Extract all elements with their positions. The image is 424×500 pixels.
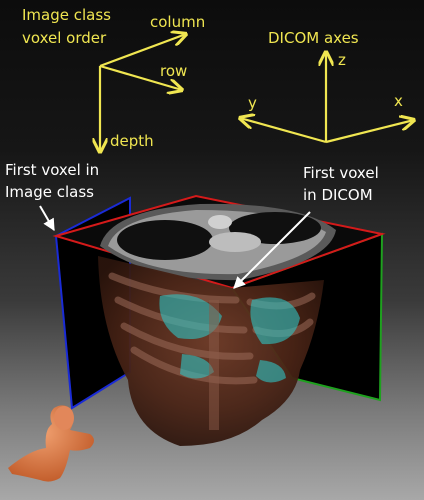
row-arrow — [99, 64, 182, 90]
y-arrow — [240, 118, 327, 144]
column-label: column — [150, 13, 206, 31]
first-voxel-image-label-line1: First voxel in — [5, 161, 100, 179]
depth-label: depth — [110, 132, 154, 150]
dicom-axes-label: DICOM axes — [268, 29, 359, 47]
first-voxel-dicom-pointer — [233, 211, 311, 289]
first-voxel-image-pointer — [39, 205, 55, 232]
axis-z-label: z — [338, 51, 346, 69]
axial-slice-anatomy — [100, 203, 336, 281]
axis-x-label: x — [394, 92, 403, 110]
lung-tissue — [159, 294, 300, 383]
ct-volume — [52, 194, 386, 446]
image-class-label-line1: Image class — [22, 6, 111, 24]
row-label: row — [160, 62, 188, 80]
image-class-axes — [100, 34, 186, 152]
x-arrow — [325, 120, 414, 144]
first-voxel-image-label-line2: Image class — [5, 183, 94, 201]
column-arrow — [99, 34, 186, 68]
first-voxel-dicom-label-line1: First voxel — [303, 164, 379, 182]
human-torso-icon — [8, 405, 94, 482]
image-class-label-line2: voxel order — [22, 29, 107, 47]
axis-y-label: y — [248, 94, 257, 112]
dicom-axes — [240, 52, 414, 144]
first-voxel-dicom-label-line2: in DICOM — [303, 186, 373, 204]
